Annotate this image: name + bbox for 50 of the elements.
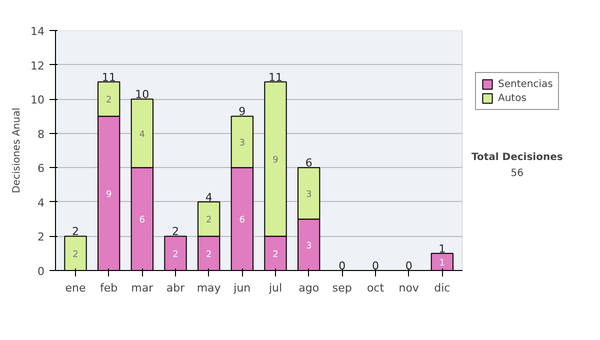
data-label: 2 (206, 216, 212, 226)
x-tick-label: dic (434, 282, 450, 294)
x-tick-label: nov (398, 282, 420, 294)
data-label: 9 (272, 156, 279, 166)
x-tick-label: oct (366, 282, 385, 294)
data-label: 9 (106, 190, 112, 200)
data-label: 2 (272, 250, 278, 260)
total-label: 0 (338, 260, 346, 272)
total-label: 2 (172, 225, 179, 238)
y-tick-label: 8 (38, 128, 44, 141)
y-tick-label: 12 (30, 59, 45, 72)
data-label: 2 (106, 96, 112, 106)
total-label: 11 (268, 70, 282, 84)
y-tick-label: 0 (38, 265, 44, 278)
x-tick-label: abr (166, 282, 186, 294)
y-tick-label: 4 (38, 196, 44, 210)
y-tick-label: 6 (38, 162, 44, 176)
data-label: 1 (439, 258, 446, 268)
y-tick-label: 14 (30, 25, 45, 38)
total-label: 10 (135, 88, 150, 102)
data-label: 3 (306, 190, 312, 200)
x-tick-label: ene (65, 282, 86, 294)
data-label: 6 (239, 216, 246, 226)
x-tick-label: sep (332, 282, 352, 294)
x-tick-label: jul (268, 282, 282, 294)
data-label: 3 (306, 241, 312, 252)
total-label: 6 (305, 156, 312, 170)
total-label: 2 (72, 225, 79, 238)
text: 56 (510, 168, 524, 180)
total-label: 11 (102, 70, 116, 84)
total-label: 9 (238, 105, 246, 118)
data-label: 3 (239, 138, 246, 148)
data-label: 2 (172, 250, 178, 260)
total-label: 1 (438, 242, 446, 256)
legend-label: Autos (498, 92, 526, 104)
x-tick-label: may (196, 282, 222, 294)
data-label: 2 (206, 250, 212, 260)
x-tick-label: feb (100, 282, 118, 294)
data-label: 6 (139, 216, 146, 226)
x-tick-label: mar (131, 282, 154, 294)
data-label: 2 (72, 250, 78, 260)
text: Total Decisiones (471, 152, 563, 164)
data-label: 4 (139, 130, 146, 140)
x-tick-label: jun (232, 282, 251, 294)
legend-label: Sentencias (498, 78, 553, 90)
y-axis-title: Decisiones Anual (12, 108, 23, 194)
total-label: 4 (205, 190, 212, 204)
y-tick-label: 2 (38, 230, 44, 244)
y-tick-label: 10 (30, 94, 45, 107)
x-tick-label: ago (298, 282, 320, 294)
